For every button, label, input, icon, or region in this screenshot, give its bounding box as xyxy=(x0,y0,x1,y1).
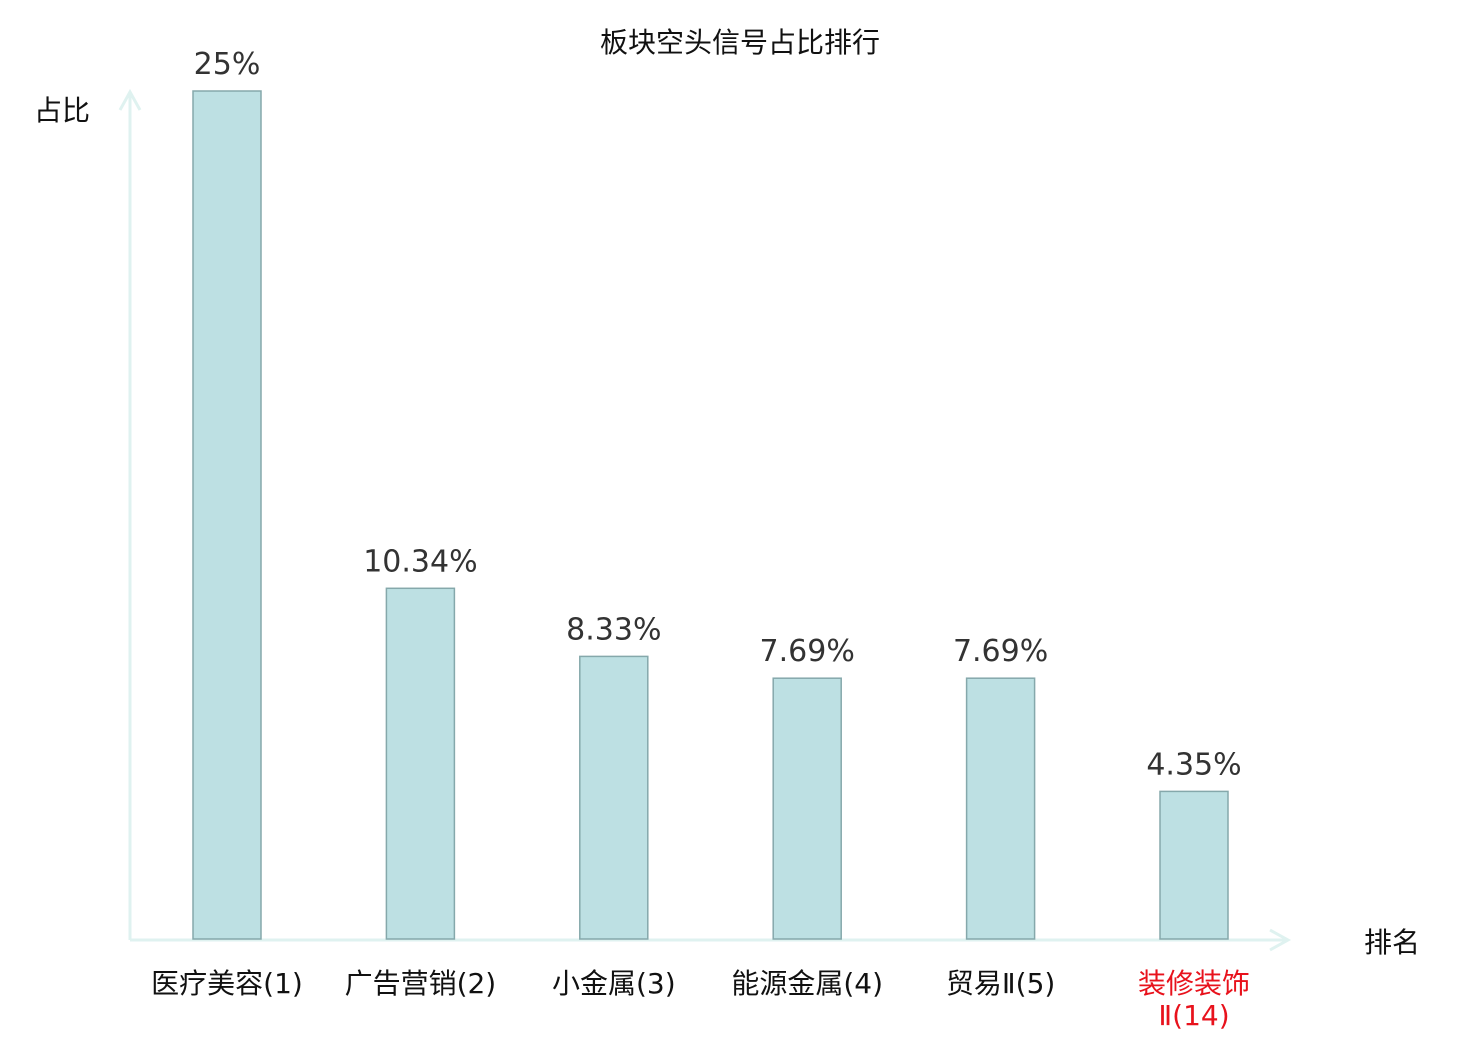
category-label-6: 装修装饰 Ⅱ(14) xyxy=(1138,967,1250,1032)
y-axis-label: 占比 xyxy=(34,94,90,127)
bars-group xyxy=(192,90,1229,940)
category-label-line: 装修装饰 xyxy=(1138,967,1250,1000)
value-label-6: 4.35% xyxy=(1146,747,1241,782)
value-label-5: 7.69% xyxy=(953,634,1048,669)
value-label-1: 25% xyxy=(194,47,261,82)
bar-3 xyxy=(579,655,649,940)
category-label-line: 能源金属(4) xyxy=(731,967,883,1000)
x-axis-arrow xyxy=(1269,928,1292,952)
bar-2 xyxy=(385,587,456,940)
bar-6 xyxy=(1159,790,1229,940)
x-axis-label: 排名 xyxy=(1364,926,1420,959)
value-labels-group: 25% 10.34% 8.33% 7.69% 7.69% 4.35% xyxy=(194,47,1242,782)
category-label-line: Ⅱ(14) xyxy=(1158,999,1229,1032)
value-label-2: 10.34% xyxy=(363,544,477,579)
category-label-3: 小金属(3) xyxy=(552,967,676,1000)
category-label-line: 小金属(3) xyxy=(552,967,676,1000)
category-label-1: 医疗美容(1) xyxy=(151,967,303,1000)
axes xyxy=(118,88,1292,952)
chart-title: 板块空头信号占比排行 xyxy=(600,26,880,59)
category-label-2: 广告营销(2) xyxy=(345,967,497,1000)
category-label-line: 贸易Ⅱ(5) xyxy=(946,967,1055,1000)
bar-5 xyxy=(965,677,1036,940)
value-label-3: 8.33% xyxy=(566,612,661,647)
value-label-4: 7.69% xyxy=(760,634,855,669)
bar-1 xyxy=(192,90,262,940)
y-axis-arrow xyxy=(118,88,142,111)
bar-4 xyxy=(772,677,842,940)
category-label-5: 贸易Ⅱ(5) xyxy=(946,967,1055,1000)
category-label-4: 能源金属(4) xyxy=(731,967,883,1000)
category-label-line: 广告营销(2) xyxy=(345,967,497,1000)
category-labels-group: 医疗美容(1) 广告营销(2) 小金属(3) 能源金属(4) 贸易Ⅱ(5) 装修装饰 Ⅱ(1… xyxy=(151,967,1250,1032)
category-label-line: 医疗美容(1) xyxy=(151,967,303,1000)
